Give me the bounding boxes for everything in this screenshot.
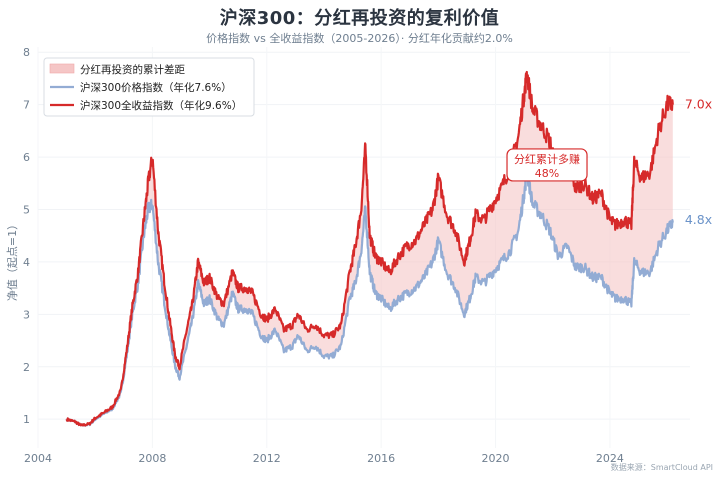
legend-label: 沪深300价格指数（年化7.6%） — [80, 81, 232, 94]
annotation-box — [506, 148, 588, 182]
x-tick-label: 2008 — [138, 452, 166, 465]
chart-subtitle: 价格指数 vs 全收益指数（2005-2026）· 分红年化贡献约2.0% — [206, 32, 513, 45]
x-tick-label: 2016 — [367, 452, 395, 465]
legend-swatch-area — [49, 63, 75, 74]
price-index-line — [65, 171, 674, 427]
y-tick-label: 2 — [23, 361, 30, 374]
y-axis-label: 净值（起点=1） — [5, 219, 19, 301]
annotation-line1: 分红累计多赚 — [514, 152, 580, 166]
x-tick-label: 2012 — [253, 452, 281, 465]
annotation-line2: 48% — [535, 167, 559, 180]
end-labels: 7.0x 4.8x — [685, 97, 712, 227]
y-tick-label: 3 — [23, 308, 30, 321]
end-label: 7.0x — [685, 97, 712, 112]
legend-label: 沪深300全收益指数（年化9.6%） — [80, 99, 242, 112]
chart-title: 沪深300：分红再投资的复利价值 — [219, 8, 500, 29]
x-tick-label: 2020 — [482, 452, 510, 465]
end-label: 4.8x — [685, 212, 712, 227]
legend-box — [43, 57, 255, 117]
y-tick-label: 4 — [23, 256, 30, 269]
x-tick-label: 2004 — [24, 452, 52, 465]
y-tick-label: 1 — [23, 413, 30, 426]
y-tick-label: 8 — [23, 46, 30, 59]
y-tick-label: 6 — [23, 151, 30, 164]
x-tick-label: 2024 — [596, 452, 624, 465]
source-note: 数据来源：SmartCloud API — [610, 463, 713, 472]
y-tick-label: 7 — [23, 99, 30, 112]
legend-label: 分红再投资的累计差距 — [80, 63, 185, 76]
y-tick-label: 5 — [23, 203, 30, 216]
axis-ticks: 1 2 3 4 5 6 7 8 2004 2008 2012 2016 2020 2024 — [23, 46, 624, 465]
